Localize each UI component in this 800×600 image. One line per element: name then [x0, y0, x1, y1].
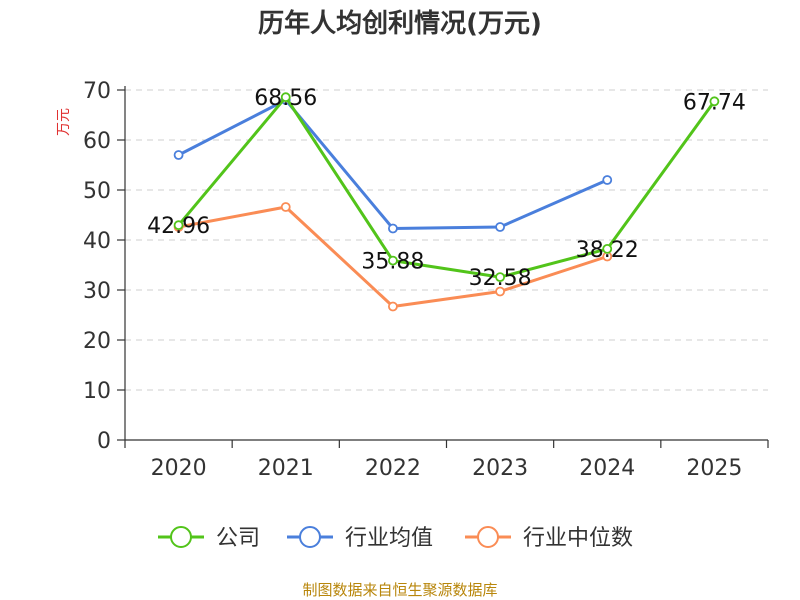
series-1-point-2022 [388, 223, 398, 234]
legend-item-0[interactable]: 公司 [158, 526, 260, 551]
series-2-point-2022 [388, 301, 398, 312]
data-label-2025: 67.74 [683, 90, 746, 115]
y-tick-label-7: 70 [83, 79, 111, 104]
series-1-point-2020 [173, 150, 184, 160]
series-line-0 [177, 95, 716, 279]
legend-item-2[interactable]: 行业中位数 [465, 526, 633, 551]
source-note: 制图数据来自恒生聚源数据库 [302, 581, 497, 599]
series-1 [173, 95, 613, 234]
series-lines [173, 92, 720, 312]
series-line-1 [177, 98, 608, 230]
legend-label-1: 行业均值 [345, 526, 433, 551]
x-tick-label-2020: 2020 [151, 456, 207, 481]
x-tick-label-2022: 2022 [365, 456, 421, 481]
series-1-point-2024 [602, 175, 613, 185]
series-1-point-2023 [495, 222, 505, 232]
y-axis-label: 万元 [56, 108, 72, 136]
legend-swatch-marker-1 [299, 526, 321, 548]
data-labels: 42.96 68.56 35.88 32.58 38.22 67.74 [147, 86, 746, 291]
legend-item-1[interactable]: 行业均值 [287, 526, 433, 551]
series-2-point-2021 [280, 202, 291, 212]
data-label-2024: 38.22 [576, 238, 639, 263]
x-tick-label-2024: 2024 [579, 456, 635, 481]
legend-label-0: 公司 [216, 526, 260, 551]
legend-swatch-marker-2 [477, 526, 499, 548]
y-tick-label-4: 40 [83, 229, 111, 254]
grid-lines [125, 89, 768, 391]
series-0-point-2020 [173, 220, 184, 231]
legend-swatch-marker-0 [170, 526, 192, 548]
series-0-point-2021 [280, 92, 291, 103]
legend[interactable]: 公司 行业均值 行业中位数 [158, 526, 633, 551]
y-tick-label-0: 0 [97, 429, 111, 454]
y-tick-label-3: 30 [83, 279, 111, 304]
legend-label-2: 行业中位数 [523, 526, 633, 551]
series-0-point-2025 [709, 96, 720, 107]
data-label-2023: 32.58 [469, 266, 532, 291]
y-tick-label-1: 10 [83, 379, 111, 404]
y-tick-label-6: 60 [83, 129, 111, 154]
x-tick-label-2021: 2021 [258, 456, 314, 481]
series-0 [173, 92, 720, 283]
data-label-2020: 42.96 [147, 214, 210, 239]
y-tick-label-2: 20 [83, 329, 111, 354]
series-0-point-2023 [495, 272, 505, 283]
x-tick-label-2023: 2023 [472, 456, 528, 481]
x-tick-label-2025: 2025 [686, 456, 742, 481]
series-0-point-2024 [602, 243, 613, 254]
series-2-point-2023 [495, 286, 505, 297]
series-0-point-2022 [388, 255, 398, 266]
axes: 0 10 20 30 40 50 60 70 2020 2021 2022 2023 2024 2025 [83, 79, 769, 481]
y-tick-label-5: 50 [83, 179, 111, 204]
data-label-2022: 35.88 [361, 250, 424, 275]
data-label-2021: 68.56 [254, 86, 317, 111]
chart-title: 历年人均创利情况(万元) [258, 8, 542, 39]
